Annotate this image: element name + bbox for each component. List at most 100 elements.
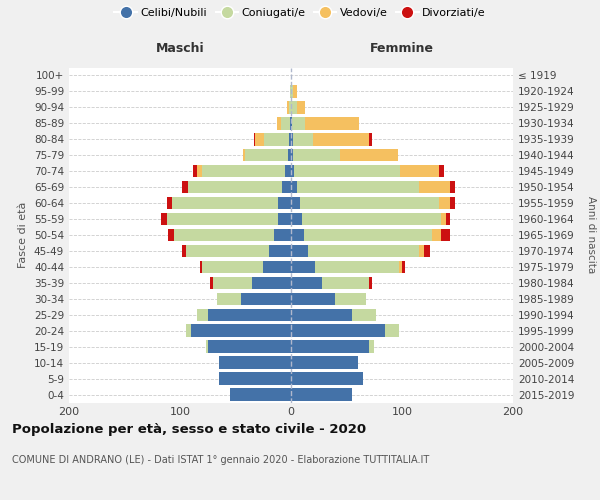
Bar: [265, 133, 289, 145]
Bar: [450, 181, 455, 194]
Bar: [293, 133, 313, 145]
Bar: [281, 117, 290, 130]
Text: COMUNE DI ANDRANO (LE) - Dati ISTAT 1° gennaio 2020 - Elaborazione TUTTITALIA.IT: COMUNE DI ANDRANO (LE) - Dati ISTAT 1° g…: [12, 455, 429, 465]
Bar: [302, 213, 441, 226]
Bar: [291, 229, 304, 241]
Bar: [278, 197, 291, 209]
Bar: [287, 149, 291, 162]
Text: Popolazione per età, sesso e stato civile - 2020: Popolazione per età, sesso e stato civil…: [12, 422, 366, 436]
Bar: [188, 181, 282, 194]
Bar: [290, 85, 291, 98]
Bar: [286, 165, 291, 177]
Bar: [419, 244, 424, 257]
Text: Femmine: Femmine: [370, 42, 434, 55]
Bar: [291, 85, 293, 98]
Bar: [368, 340, 374, 353]
Bar: [277, 117, 281, 130]
Bar: [439, 165, 444, 177]
Bar: [400, 165, 439, 177]
Legend: Celibi/Nubili, Coniugati/e, Vedovi/e, Divorziati/e: Celibi/Nubili, Coniugati/e, Vedovi/e, Di…: [110, 3, 490, 22]
Bar: [208, 308, 291, 321]
Bar: [316, 260, 398, 273]
Bar: [290, 117, 291, 130]
Bar: [305, 117, 359, 130]
Bar: [450, 197, 455, 209]
Bar: [219, 356, 291, 369]
Bar: [241, 292, 291, 305]
Text: Anni di nascita: Anni di nascita: [586, 196, 596, 274]
Bar: [185, 324, 191, 337]
Bar: [291, 244, 308, 257]
Bar: [230, 388, 291, 400]
Bar: [175, 229, 274, 241]
Bar: [210, 276, 214, 289]
Bar: [278, 213, 291, 226]
Bar: [200, 260, 202, 273]
Y-axis label: Fasce di età: Fasce di età: [19, 202, 28, 268]
Bar: [167, 213, 278, 226]
Bar: [291, 372, 363, 385]
Bar: [289, 101, 291, 114]
Bar: [291, 308, 352, 321]
Bar: [287, 101, 289, 114]
Bar: [291, 133, 293, 145]
Bar: [291, 260, 316, 273]
Bar: [202, 260, 263, 273]
Bar: [217, 292, 241, 305]
Bar: [368, 276, 372, 289]
Bar: [256, 133, 265, 145]
Bar: [308, 244, 419, 257]
Bar: [291, 340, 368, 353]
Bar: [182, 181, 188, 194]
Bar: [293, 85, 296, 98]
Bar: [252, 276, 291, 289]
Bar: [185, 244, 269, 257]
Bar: [340, 149, 398, 162]
Bar: [296, 101, 305, 114]
Bar: [182, 244, 185, 257]
Bar: [245, 149, 287, 162]
Bar: [291, 101, 296, 114]
Bar: [292, 117, 305, 130]
Bar: [193, 165, 197, 177]
Bar: [398, 260, 402, 273]
Bar: [214, 276, 252, 289]
Bar: [291, 388, 352, 400]
Bar: [291, 213, 302, 226]
Bar: [197, 165, 202, 177]
Bar: [168, 229, 175, 241]
Bar: [335, 292, 367, 305]
Bar: [291, 149, 293, 162]
Bar: [291, 197, 300, 209]
Bar: [291, 181, 296, 194]
Bar: [282, 181, 291, 194]
Bar: [402, 260, 406, 273]
Bar: [368, 133, 372, 145]
Bar: [254, 133, 256, 145]
Bar: [313, 133, 368, 145]
Bar: [385, 324, 398, 337]
Bar: [291, 292, 335, 305]
Bar: [291, 356, 358, 369]
Bar: [296, 181, 419, 194]
Bar: [243, 149, 245, 162]
Bar: [172, 197, 278, 209]
Bar: [206, 340, 208, 353]
Bar: [419, 181, 450, 194]
Bar: [289, 133, 291, 145]
Bar: [263, 260, 291, 273]
Bar: [274, 229, 291, 241]
Bar: [293, 149, 340, 162]
Bar: [441, 213, 446, 226]
Bar: [291, 165, 295, 177]
Bar: [424, 244, 430, 257]
Bar: [441, 229, 450, 241]
Bar: [432, 229, 441, 241]
Bar: [219, 372, 291, 385]
Bar: [322, 276, 368, 289]
Bar: [439, 197, 450, 209]
Bar: [446, 213, 450, 226]
Bar: [300, 197, 439, 209]
Bar: [295, 165, 400, 177]
Bar: [208, 340, 291, 353]
